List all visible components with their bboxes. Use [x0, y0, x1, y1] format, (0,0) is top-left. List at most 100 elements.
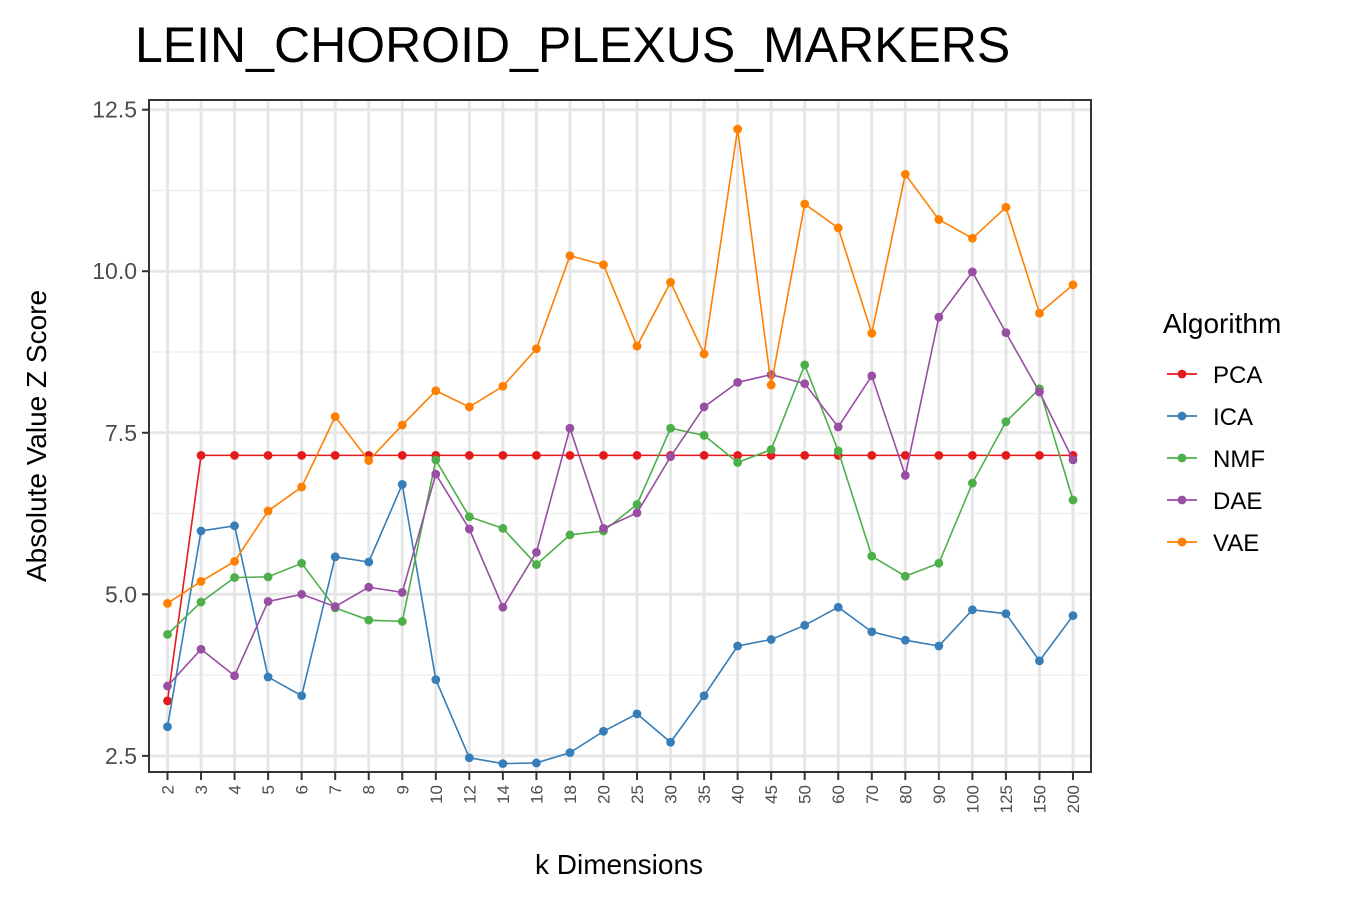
data-point-nmf	[666, 423, 675, 433]
data-point-vae	[733, 124, 743, 134]
legend-item-ica: ICA	[1167, 404, 1253, 431]
data-point-ica	[330, 552, 340, 562]
x-tick-label: 25	[628, 785, 647, 804]
x-axis-title: k Dimensions	[535, 849, 703, 880]
data-point-vae	[330, 412, 340, 422]
data-point-pca	[900, 450, 910, 460]
data-point-vae	[464, 402, 474, 412]
data-point-vae	[833, 223, 843, 233]
data-point-vae	[397, 420, 407, 430]
series-line-pca	[166, 454, 1073, 702]
data-point-nmf	[230, 573, 239, 582]
data-point-dae	[330, 602, 340, 611]
data-point-vae	[934, 215, 944, 224]
data-point-vae	[163, 598, 172, 608]
data-point-dae	[632, 508, 642, 518]
x-tick-label: 125	[997, 785, 1016, 813]
y-tick-label: 5.0	[105, 581, 137, 607]
data-point-vae	[967, 233, 977, 243]
series-line-ica	[166, 481, 1074, 765]
data-point-vae	[599, 260, 608, 270]
data-point-ica	[833, 602, 843, 612]
data-point-pca	[565, 450, 575, 460]
x-tick-label: 5	[259, 785, 278, 794]
data-point-vae	[699, 349, 709, 359]
x-tick-label: 60	[829, 785, 848, 804]
data-point-dae	[364, 582, 374, 592]
data-point-vae	[297, 482, 307, 492]
legend-marker-dae	[1177, 495, 1187, 505]
legend-label-dae: DAE	[1213, 488, 1262, 515]
legend-item-nmf: NMF	[1167, 446, 1265, 473]
data-point-vae	[867, 328, 877, 338]
data-point-ica	[867, 627, 877, 637]
y-tick-label: 7.5	[105, 420, 137, 446]
legend-item-dae: DAE	[1167, 488, 1262, 515]
data-point-pca	[599, 450, 608, 460]
data-point-pca	[867, 450, 877, 460]
x-tick-label: 100	[963, 785, 982, 813]
data-point-ica	[766, 635, 776, 644]
x-tick-label: 3	[192, 785, 211, 794]
data-point-nmf	[934, 558, 944, 568]
series-line-vae	[167, 128, 1074, 605]
data-point-dae	[599, 524, 608, 533]
x-tick-label: 20	[594, 785, 613, 804]
data-point-pca	[800, 450, 810, 460]
series-line-dae	[166, 270, 1074, 687]
legend-marker-nmf	[1177, 453, 1187, 463]
data-point-dae	[230, 671, 239, 681]
data-point-nmf	[800, 360, 810, 370]
legend-title: Algorithm	[1163, 308, 1281, 339]
data-point-nmf	[565, 530, 575, 540]
legend-item-pca: PCA	[1167, 362, 1262, 389]
data-point-pca	[397, 450, 407, 460]
x-tick-label: 50	[796, 785, 815, 804]
data-point-nmf	[632, 500, 642, 509]
series-line-nmf	[166, 362, 1074, 635]
legend-label-vae: VAE	[1213, 530, 1259, 557]
data-point-vae	[364, 456, 374, 465]
data-point-dae	[1001, 328, 1011, 338]
legend-marker-vae	[1177, 537, 1187, 547]
data-point-pca	[632, 450, 642, 460]
data-point-dae	[967, 267, 977, 277]
y-tick-label: 12.5	[92, 97, 137, 123]
data-point-vae	[196, 576, 206, 586]
data-point-pca	[1035, 450, 1044, 460]
data-point-ica	[800, 620, 810, 630]
data-point-dae	[1035, 387, 1044, 397]
y-tick-label: 10.0	[92, 258, 137, 284]
plot-background	[149, 100, 1091, 772]
chart-title: LEIN_CHOROID_PLEXUS_MARKERS	[135, 17, 1010, 73]
data-point-dae	[297, 589, 307, 599]
data-point-nmf	[532, 560, 541, 569]
data-point-nmf	[196, 597, 206, 607]
data-point-nmf	[364, 615, 374, 625]
legend-marker-ica	[1177, 411, 1187, 421]
data-point-vae	[1035, 308, 1044, 318]
data-point-ica	[900, 635, 910, 645]
data-point-dae	[733, 377, 743, 387]
data-point-nmf	[163, 629, 172, 639]
legend-label-pca: PCA	[1213, 362, 1262, 389]
x-tick-label: 8	[360, 785, 379, 794]
data-point-ica	[599, 726, 608, 736]
data-point-dae	[800, 379, 810, 389]
data-point-ica	[934, 641, 944, 651]
data-point-pca	[196, 450, 206, 460]
plot-area: 2.55.07.510.012.52 3 4 5 6 7 8 9 10 12 14 16 18 20 25 3…	[92, 97, 1092, 813]
data-point-pca	[699, 450, 709, 460]
x-tick-label: 30	[662, 785, 681, 804]
data-point-pca	[733, 450, 743, 460]
x-tick-label: 18	[561, 785, 580, 804]
data-point-nmf	[766, 445, 776, 454]
y-axis-title: Absolute Value Z Score	[21, 290, 52, 582]
x-tick-label: 45	[762, 785, 781, 804]
data-point-dae	[498, 602, 508, 612]
data-point-vae	[1068, 280, 1078, 290]
data-point-vae	[666, 277, 675, 287]
plot-border	[148, 99, 1092, 773]
series-pca	[163, 450, 1078, 706]
